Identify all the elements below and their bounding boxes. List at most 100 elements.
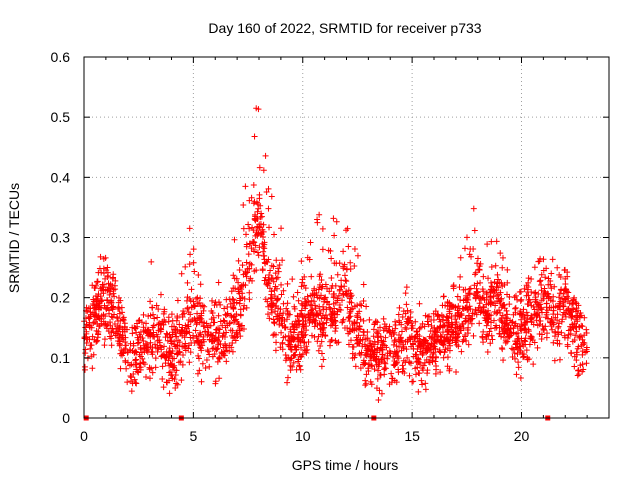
data-point <box>371 366 378 373</box>
data-point <box>162 360 169 367</box>
data-point <box>229 348 236 355</box>
data-points <box>81 105 590 403</box>
data-point <box>243 273 250 280</box>
data-point <box>511 350 518 357</box>
data-point <box>469 310 476 317</box>
data-point <box>99 284 106 291</box>
data-point <box>529 337 536 344</box>
data-point <box>266 224 273 231</box>
data-point <box>539 322 546 329</box>
data-point <box>348 306 355 313</box>
data-point <box>224 311 231 318</box>
data-point <box>470 332 477 339</box>
data-point <box>279 257 286 264</box>
data-point <box>265 303 272 310</box>
data-point <box>312 305 319 312</box>
data-point <box>289 276 296 283</box>
data-point <box>395 317 402 324</box>
data-point <box>221 305 228 312</box>
data-point <box>305 314 312 321</box>
y-tick-label: 0 <box>62 410 70 426</box>
data-point <box>180 307 187 314</box>
data-point <box>150 322 157 329</box>
data-point <box>573 328 580 335</box>
data-point <box>95 291 102 298</box>
data-point <box>373 329 380 336</box>
data-point <box>476 304 483 311</box>
data-point <box>317 325 324 332</box>
data-point <box>240 271 247 278</box>
grid-lines <box>84 57 609 418</box>
data-point <box>379 351 386 358</box>
data-point <box>442 346 449 353</box>
data-point <box>358 302 365 309</box>
data-point <box>235 279 242 286</box>
data-point <box>561 332 568 339</box>
data-point <box>132 348 139 355</box>
data-point <box>265 205 272 212</box>
data-point <box>267 267 274 274</box>
data-point <box>485 316 492 323</box>
data-point <box>134 368 141 375</box>
data-point <box>315 347 322 354</box>
data-point <box>271 293 278 300</box>
data-point <box>83 304 90 311</box>
data-point <box>187 349 194 356</box>
data-point <box>90 320 97 327</box>
data-point <box>477 279 484 286</box>
data-point <box>206 363 213 370</box>
data-point <box>231 317 238 324</box>
data-point <box>319 312 326 319</box>
data-point <box>415 356 422 363</box>
data-point <box>290 329 297 336</box>
data-point <box>504 328 511 335</box>
data-point <box>175 337 182 344</box>
data-point <box>299 302 306 309</box>
data-point <box>403 301 410 308</box>
data-point <box>84 336 91 343</box>
data-point <box>116 310 123 317</box>
data-point <box>547 281 554 288</box>
data-point <box>152 355 159 362</box>
data-point <box>517 310 524 317</box>
data-point <box>400 365 407 372</box>
data-point <box>228 312 235 319</box>
data-point <box>320 356 327 363</box>
data-point <box>215 334 222 341</box>
data-point <box>268 295 275 302</box>
data-point <box>253 267 260 274</box>
data-point <box>212 380 219 387</box>
data-point <box>198 378 205 385</box>
data-point <box>258 213 265 220</box>
data-point <box>181 334 188 341</box>
data-point <box>308 332 315 339</box>
data-point <box>91 318 98 325</box>
data-point <box>180 351 187 358</box>
data-point <box>123 342 130 349</box>
x-tick-label: 10 <box>295 428 311 444</box>
x-tick-label: 0 <box>80 428 88 444</box>
data-point <box>253 199 260 206</box>
data-point <box>322 294 329 301</box>
data-point <box>158 346 165 353</box>
data-point <box>322 311 329 318</box>
data-point <box>178 270 185 277</box>
data-point <box>570 297 577 304</box>
data-point <box>568 350 575 357</box>
data-point <box>409 325 416 332</box>
data-point <box>278 225 285 232</box>
data-point <box>381 366 388 373</box>
data-point <box>381 325 388 332</box>
data-point <box>362 382 369 389</box>
data-point <box>210 332 217 339</box>
data-point <box>236 300 243 307</box>
data-point <box>318 350 325 357</box>
data-point <box>108 342 115 349</box>
data-point <box>140 345 147 352</box>
data-point <box>195 352 202 359</box>
data-point <box>174 351 181 358</box>
data-point <box>535 258 542 265</box>
data-point <box>289 320 296 327</box>
data-point <box>492 300 499 307</box>
data-point <box>88 353 95 360</box>
